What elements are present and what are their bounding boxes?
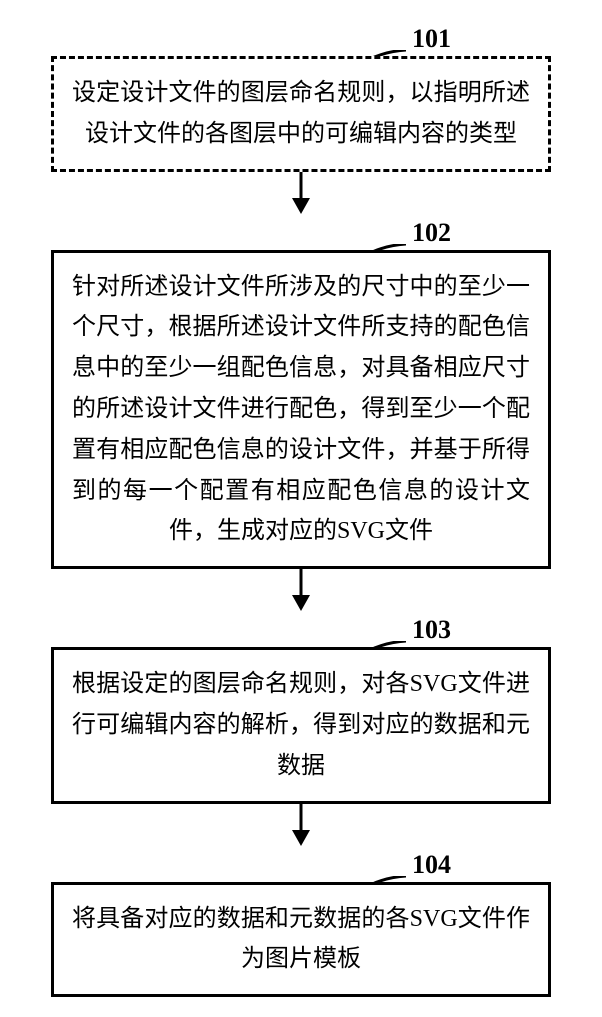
step-label-104: 104	[412, 850, 451, 880]
label-wrap-101: 101	[51, 20, 551, 56]
arrow-103-104	[290, 804, 312, 846]
step-box-102: 针对所述设计文件所涉及的尺寸中的至少一个尺寸，根据所述设计文件所支持的配色信息中…	[51, 250, 551, 570]
step-label-102: 102	[412, 218, 451, 248]
arrow-102-103	[290, 569, 312, 611]
step-text-103: 根据设定的图层命名规则，对各SVG文件进行可编辑内容的解析，得到对应的数据和元数…	[72, 664, 530, 786]
step-label-103: 103	[412, 615, 451, 645]
step-text-101: 设定设计文件的图层命名规则，以指明所述设计文件的各图层中的可编辑内容的类型	[72, 73, 530, 155]
flowchart-container: 101 设定设计文件的图层命名规则，以指明所述设计文件的各图层中的可编辑内容的类…	[21, 20, 581, 997]
step-text-104: 将具备对应的数据和元数据的各SVG文件作为图片模板	[72, 899, 530, 981]
step-box-101: 设定设计文件的图层命名规则，以指明所述设计文件的各图层中的可编辑内容的类型	[51, 56, 551, 172]
step-label-101: 101	[412, 24, 451, 54]
arrow-101-102	[290, 172, 312, 214]
label-wrap-104: 104	[51, 846, 551, 882]
step-text-102: 针对所述设计文件所涉及的尺寸中的至少一个尺寸，根据所述设计文件所支持的配色信息中…	[72, 267, 530, 553]
label-wrap-102: 102	[51, 214, 551, 250]
label-wrap-103: 103	[51, 611, 551, 647]
step-box-103: 根据设定的图层命名规则，对各SVG文件进行可编辑内容的解析，得到对应的数据和元数…	[51, 647, 551, 803]
step-box-104: 将具备对应的数据和元数据的各SVG文件作为图片模板	[51, 882, 551, 998]
